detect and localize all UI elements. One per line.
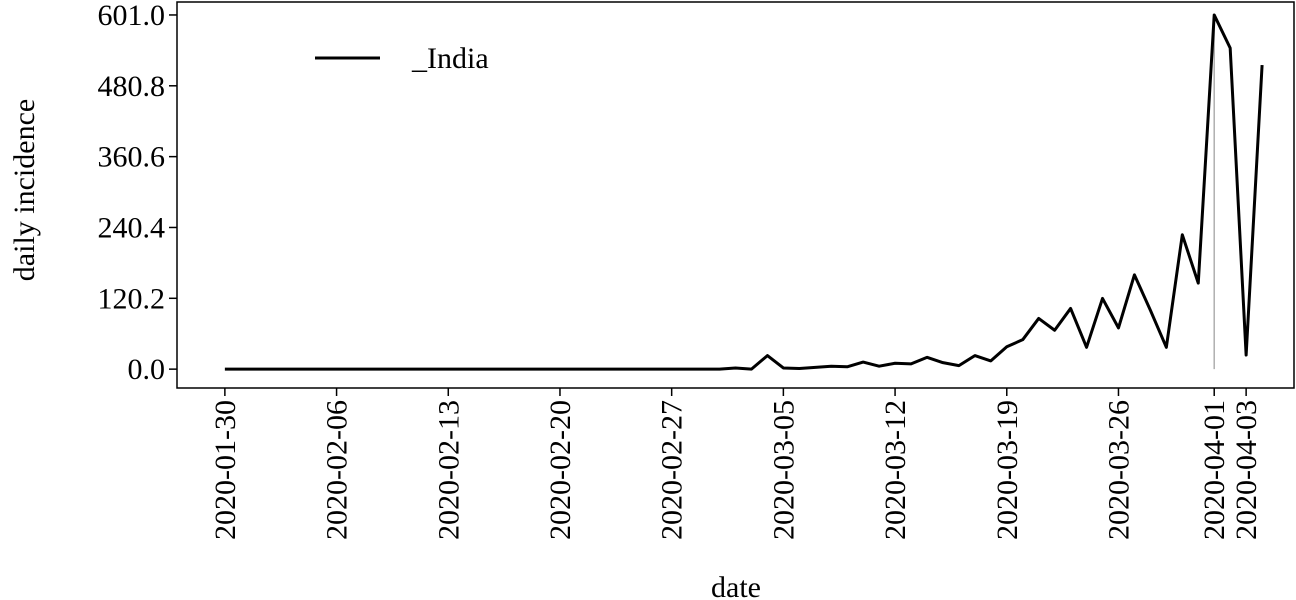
- x-tick-label: 2020-02-13: [432, 400, 465, 540]
- line-series: [224, 13, 1264, 371]
- x-tick-label: 2020-01-30: [209, 400, 242, 540]
- x-tick-label: 2020-04-01: [1198, 400, 1231, 540]
- x-tick-label: 2020-02-06: [321, 400, 354, 540]
- y-tick-label: 120.2: [98, 282, 166, 315]
- y-tick-label: 240.4: [98, 211, 166, 244]
- x-tick-label: 2020-02-27: [656, 400, 689, 540]
- x-tick-label: 2020-03-12: [879, 400, 912, 540]
- plot-frame: [176, 1, 1295, 389]
- y-tick-label: 0.0: [128, 353, 166, 386]
- y-axis-label: daily incidence: [8, 99, 41, 281]
- legend-label: _India: [411, 42, 489, 75]
- x-tick-label: 2020-02-20: [544, 400, 577, 540]
- y-tick-label: 360.6: [98, 141, 166, 174]
- x-tick-label: 2020-04-03: [1230, 400, 1263, 540]
- y-tick-label: 480.8: [98, 70, 166, 103]
- x-axis-label: date: [711, 571, 761, 600]
- x-tick-label: 2020-03-26: [1102, 400, 1135, 540]
- x-tick-label: 2020-03-05: [767, 400, 800, 540]
- x-tick-label: 2020-03-19: [991, 400, 1024, 540]
- y-tick-label: 601.0: [98, 0, 166, 32]
